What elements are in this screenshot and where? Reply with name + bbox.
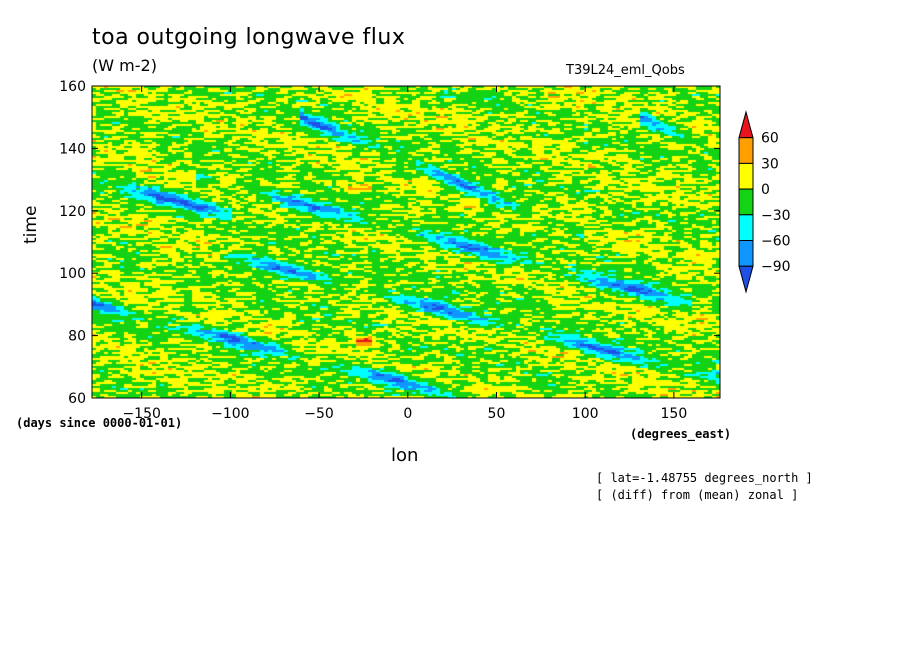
x-tick-label: 100 (572, 406, 599, 422)
y-tick-label: 120 (59, 204, 86, 220)
x-tick-label: 150 (661, 406, 688, 422)
y-tick-label: 140 (59, 141, 86, 157)
colorbar-segment (738, 214, 754, 242)
colorbar-segment (738, 162, 754, 190)
x-tick-label: −150 (122, 406, 160, 422)
heatmap-image (92, 86, 720, 398)
latitude-note: [ lat=-1.48755 degrees_north ] (596, 471, 813, 485)
chart-units: (W m-2) (92, 56, 157, 75)
colorbar-segment (738, 137, 754, 164)
y-tick-label: 80 (68, 329, 86, 345)
lon-units-label: (degrees_east) (630, 427, 732, 441)
x-tick-label: −100 (211, 406, 249, 422)
y-tick-label: 100 (59, 266, 86, 282)
colorbar-label: −90 (761, 259, 791, 275)
colorbar-segment (738, 265, 754, 294)
colorbar-label: 60 (761, 131, 779, 147)
colorbar-label: −30 (761, 208, 791, 224)
x-axis: −150 −100 −50 0 50 100 150 (122, 86, 687, 422)
colorbar-label: 30 (761, 156, 779, 172)
plot-frame (91, 85, 721, 399)
x-tick-label: −50 (304, 406, 334, 422)
x-axis-label: lon (391, 445, 419, 466)
heatmap-field (92, 86, 720, 398)
colorbar-segment (738, 240, 754, 267)
chart-title: toa outgoing longwave flux (92, 25, 406, 50)
colorbar-segment (738, 110, 754, 139)
diff-note: [ (diff) from (mean) zonal ] (596, 488, 799, 502)
x-tick-label: 0 (403, 406, 412, 422)
colorbar-label: 0 (761, 182, 770, 198)
colorbar-segment (738, 188, 754, 216)
colorbar: 60 30 0 −30 −60 −90 (738, 110, 791, 294)
time-units-label: (days since 0000-01-01) (16, 416, 183, 430)
colorbar-label: −60 (761, 234, 791, 250)
y-axis: 60 80 100 120 140 160 (59, 79, 720, 407)
experiment-label: T39L24_eml_Qobs (566, 63, 685, 78)
y-tick-label: 60 (68, 391, 86, 407)
y-tick-label: 160 (59, 79, 86, 95)
x-tick-label: 50 (488, 406, 506, 422)
